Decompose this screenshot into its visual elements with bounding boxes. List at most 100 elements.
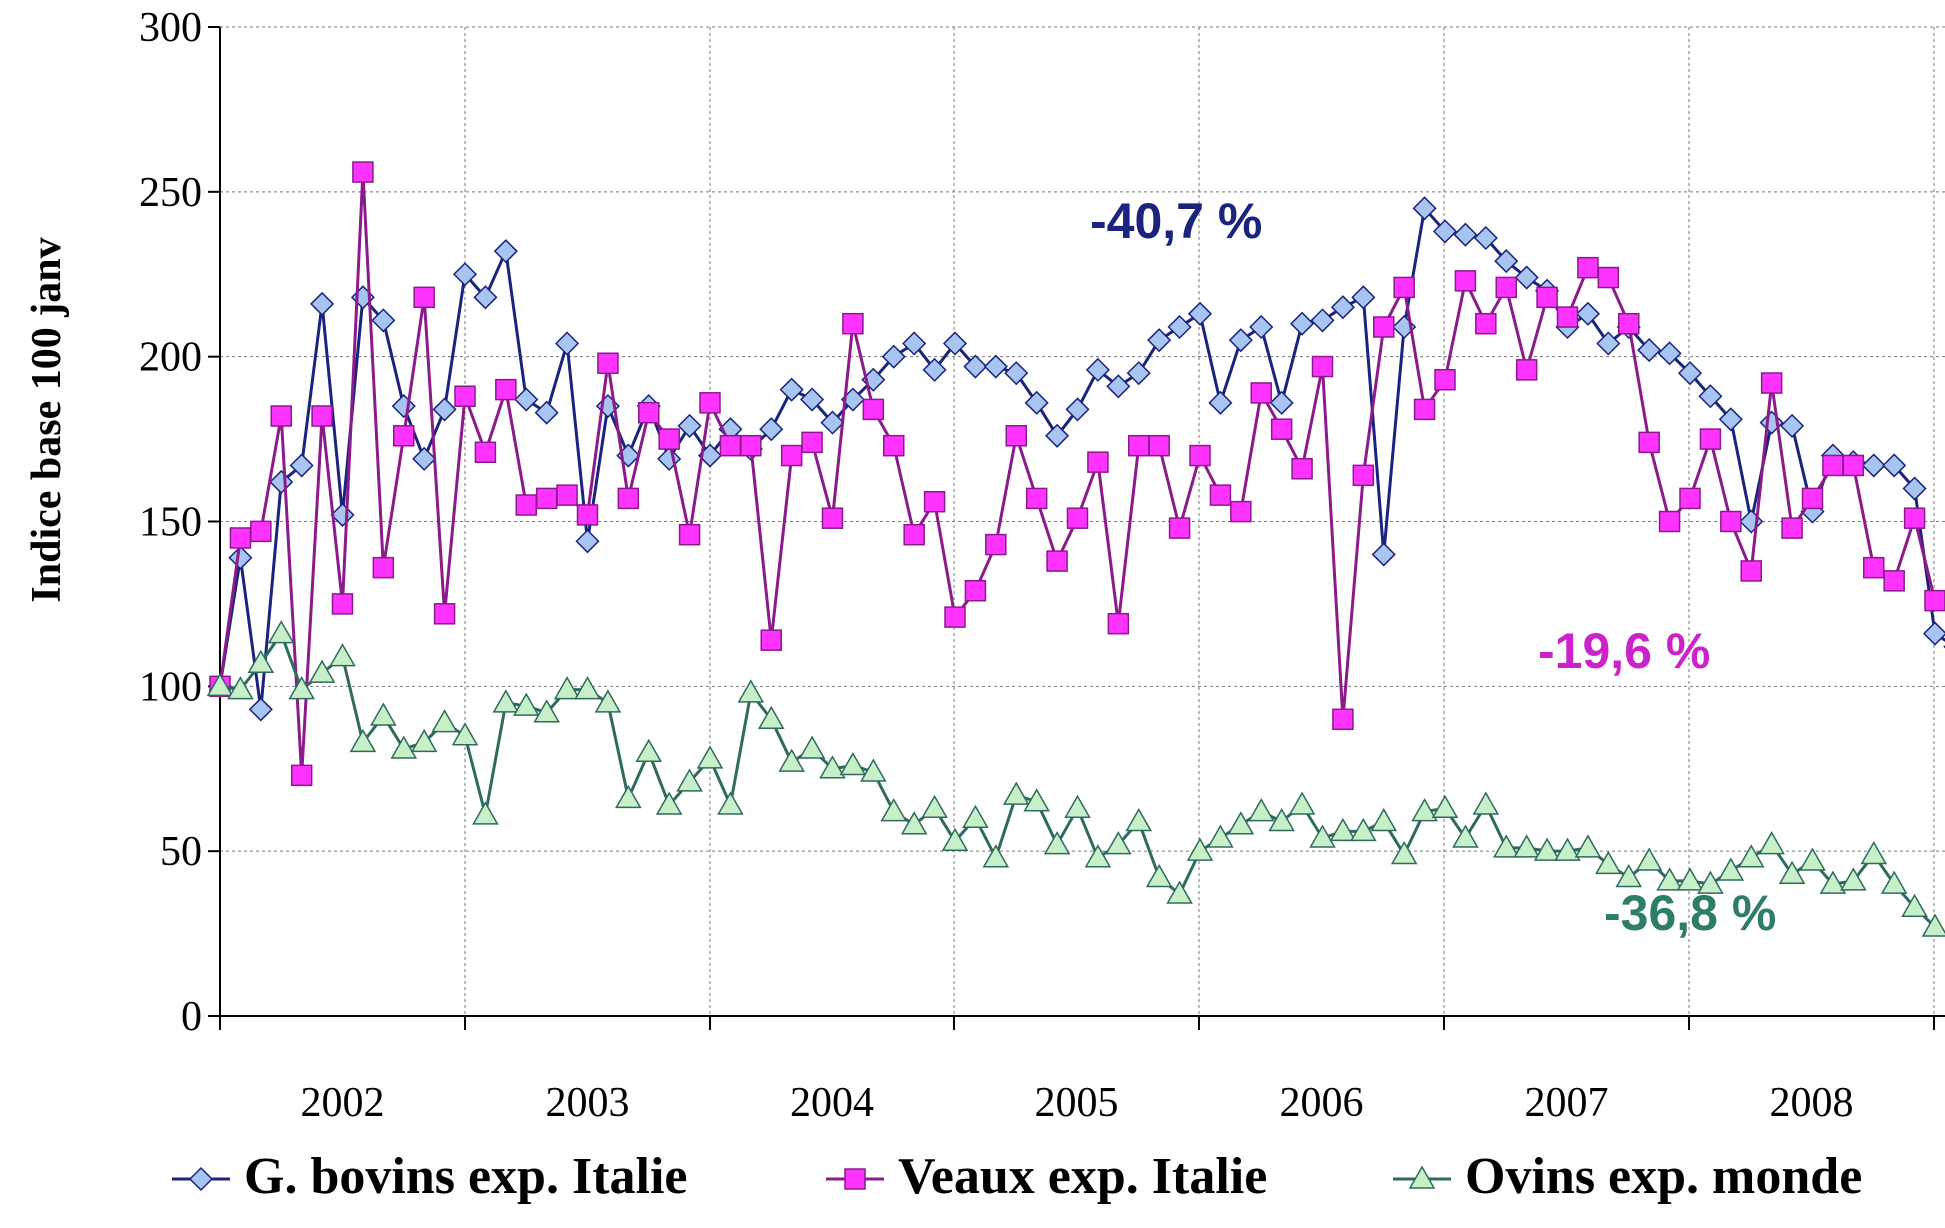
data-point (1574, 834, 1602, 858)
series-1 (207, 196, 1945, 722)
data-point (757, 705, 785, 730)
data-point (1513, 834, 1540, 858)
legend-item: Ovins exp. monde (1393, 1148, 1862, 1205)
data-point (1597, 266, 1620, 289)
data-point (533, 699, 560, 723)
data-point (1393, 276, 1415, 299)
data-point (985, 533, 1007, 556)
data-point (390, 735, 418, 759)
data-point (1760, 372, 1783, 394)
data-point (1125, 807, 1153, 832)
data-point (1065, 397, 1090, 422)
data-point (1186, 837, 1214, 861)
data-point (1106, 374, 1131, 399)
data-point (1087, 451, 1109, 473)
data-point (473, 285, 498, 310)
legend-label: Ovins exp. monde (1465, 1148, 1862, 1205)
data-point (1657, 341, 1682, 366)
data-point (250, 520, 272, 543)
data-point (1249, 314, 1274, 340)
x-tick-label: 2006 (1280, 1080, 1364, 1126)
data-point (535, 487, 558, 510)
data-point (1533, 837, 1561, 861)
data-point (512, 692, 540, 716)
data-point (1434, 368, 1456, 391)
data-point (1515, 359, 1538, 381)
data-point (1922, 621, 1945, 646)
data-point (880, 798, 908, 822)
data-point (1677, 361, 1703, 386)
y-tick-label: 100 (139, 664, 202, 710)
data-point (1046, 550, 1068, 572)
data-point (472, 801, 499, 825)
data-point (1230, 500, 1252, 523)
data-point (760, 629, 782, 651)
data-point (902, 331, 927, 356)
data-point (1595, 850, 1622, 875)
data-point (474, 441, 497, 464)
data-point (1208, 390, 1233, 415)
data-point (821, 507, 844, 529)
data-point (451, 722, 479, 746)
data-point (1697, 870, 1724, 894)
data-point (1637, 338, 1662, 363)
data-point (1801, 487, 1824, 510)
change-annotation: -40,7 % (1090, 193, 1262, 249)
data-point (1332, 708, 1354, 731)
series-line (218, 170, 1937, 777)
data-point (1717, 857, 1745, 881)
y-tick-label: 50 (160, 829, 202, 875)
data-point (1780, 413, 1805, 438)
legend-item: G. bovins exp. Italie (172, 1148, 688, 1205)
data-point (1475, 312, 1497, 335)
data-point (1452, 824, 1479, 848)
data-point (1658, 510, 1681, 533)
data-point (982, 844, 1010, 868)
data-point (1148, 434, 1170, 457)
x-tick-label: 2004 (790, 1080, 874, 1126)
legend-label: G. bovins exp. Italie (244, 1148, 688, 1205)
y-tick-label: 300 (139, 5, 202, 51)
data-point (1635, 847, 1663, 871)
data-point (1822, 454, 1844, 477)
y-tick-label: 0 (181, 994, 202, 1040)
data-point (1577, 256, 1599, 279)
data-point (515, 494, 537, 516)
data-point (371, 308, 396, 333)
data-point (331, 593, 354, 615)
data-point (574, 676, 601, 700)
data-point (1778, 860, 1806, 884)
data-point (1309, 824, 1336, 848)
data-point (1575, 301, 1600, 326)
data-point (492, 689, 520, 713)
data-point (372, 556, 395, 579)
data-point (678, 523, 701, 546)
gridlines (220, 26, 1945, 1016)
data-point (412, 446, 437, 471)
data-point (677, 413, 702, 438)
y-tick-label: 200 (139, 335, 202, 381)
data-point (1903, 507, 1926, 529)
data-point (1860, 840, 1888, 865)
y-tick-label: 250 (139, 170, 202, 216)
data-point (1145, 864, 1173, 888)
data-point (1043, 831, 1071, 855)
data-point (1473, 225, 1498, 251)
data-point (1373, 316, 1395, 338)
data-point (676, 768, 703, 792)
data-point (1638, 431, 1660, 454)
data-point (839, 751, 867, 776)
data-point (922, 357, 947, 382)
data-point (1720, 510, 1742, 533)
y-axis-label: Indice base 100 janv (24, 237, 70, 602)
change-annotation: -19,6 % (1538, 623, 1710, 679)
data-point (1371, 542, 1396, 567)
data-point (657, 446, 682, 471)
data-point (1024, 390, 1049, 415)
data-point (1250, 382, 1272, 404)
x-tick-label: 2005 (1035, 1080, 1119, 1126)
data-point (963, 354, 988, 379)
data-point (1370, 807, 1398, 832)
data-point (1064, 794, 1091, 819)
data-point (1472, 791, 1500, 815)
